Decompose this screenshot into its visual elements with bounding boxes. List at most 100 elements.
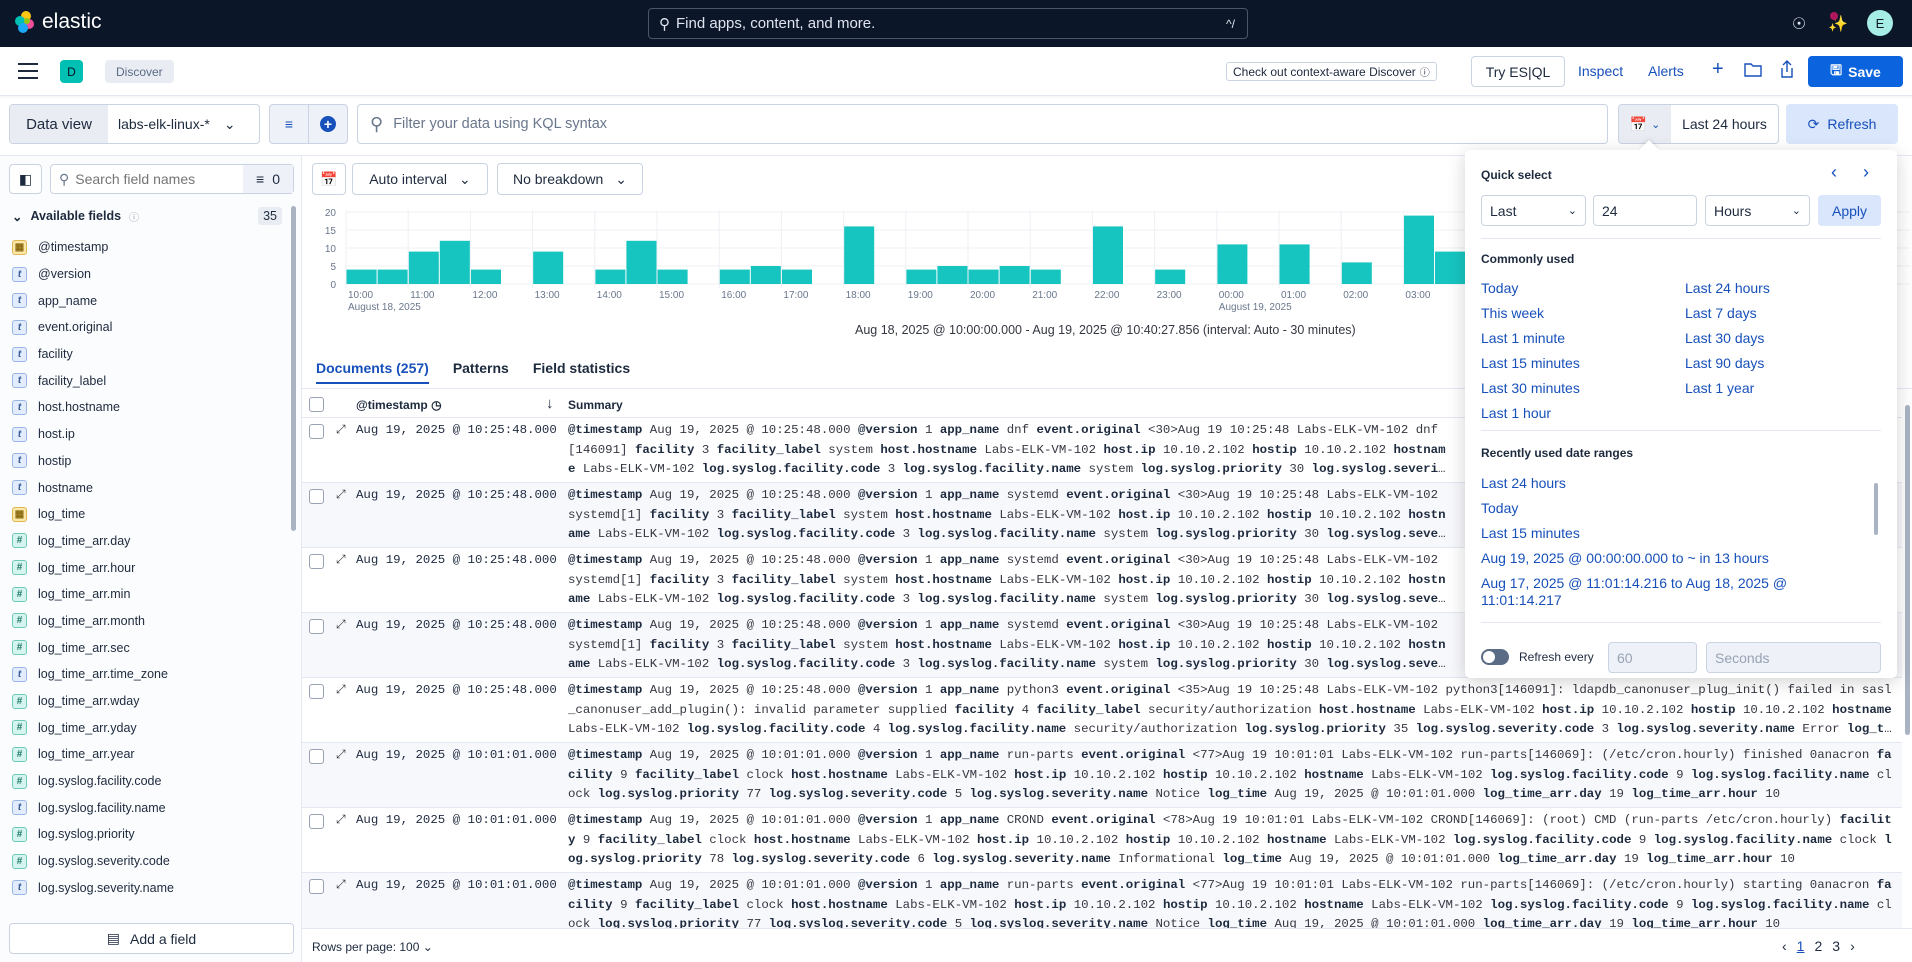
bar[interactable] bbox=[968, 269, 999, 284]
field-search[interactable]: ⚲ ≡0 bbox=[50, 164, 294, 194]
field-item[interactable]: # log_time_arr.hour bbox=[12, 554, 287, 581]
kql-search-field[interactable]: ⚲ bbox=[357, 104, 1608, 144]
expand-icon[interactable]: ⤢ bbox=[336, 812, 346, 826]
field-item[interactable]: # log.syslog.facility.code bbox=[12, 768, 287, 795]
time-range-display[interactable]: Last 24 hours bbox=[1682, 116, 1767, 132]
field-search-input[interactable] bbox=[75, 171, 226, 187]
histogram-toggle-button[interactable]: 📅 bbox=[312, 163, 346, 195]
context-aware-button[interactable]: Check out context-aware Discover ⓘ bbox=[1226, 62, 1437, 81]
bar[interactable] bbox=[1217, 244, 1248, 284]
amount-input[interactable]: 24 bbox=[1593, 195, 1697, 226]
common-range-link[interactable]: Last 30 minutes bbox=[1481, 380, 1580, 396]
column-header-summary[interactable]: Summary bbox=[568, 398, 623, 412]
field-item[interactable]: t log_time_arr.time_zone bbox=[12, 661, 287, 688]
prev-page-icon[interactable]: ‹ bbox=[1782, 938, 1787, 954]
refresh-button[interactable]: ⟳ Refresh bbox=[1786, 104, 1898, 144]
common-range-link[interactable]: Last 1 year bbox=[1685, 380, 1755, 396]
field-item[interactable]: t host.ip bbox=[12, 421, 287, 448]
field-item[interactable]: t @version bbox=[12, 261, 287, 288]
field-item[interactable]: # log_time_arr.day bbox=[12, 528, 287, 555]
previous-range-icon[interactable]: ‹ bbox=[1831, 162, 1837, 182]
table-row[interactable]: ⤢ Aug 19, 2025 @ 10:01:01.000 @timestamp A… bbox=[302, 873, 1902, 928]
expand-icon[interactable]: ⤢ bbox=[336, 682, 346, 696]
try-esql-button[interactable]: Try ES|QL bbox=[1471, 56, 1565, 87]
refresh-interval-input[interactable]: 60 bbox=[1608, 642, 1697, 673]
collapse-sidebar-button[interactable]: ◧ bbox=[9, 164, 42, 194]
bar[interactable] bbox=[1092, 226, 1123, 284]
next-range-icon[interactable]: › bbox=[1863, 162, 1869, 182]
common-range-link[interactable]: Last 1 hour bbox=[1481, 405, 1552, 421]
expand-icon[interactable]: ⤢ bbox=[336, 747, 346, 761]
bar[interactable] bbox=[750, 266, 781, 284]
recent-range-link[interactable]: Today bbox=[1481, 500, 1519, 516]
field-filter-button[interactable]: ≡ 0 bbox=[243, 165, 293, 193]
tab-documents[interactable]: Documents (257) bbox=[316, 360, 429, 384]
add-field-button[interactable]: ▤ Add a field bbox=[9, 923, 294, 954]
recent-range-link[interactable]: Last 15 minutes bbox=[1481, 525, 1580, 541]
tab-field-statistics[interactable]: Field statistics bbox=[532, 360, 631, 376]
unit-select[interactable]: Hours ⌄ bbox=[1705, 195, 1810, 226]
row-checkbox[interactable] bbox=[309, 554, 324, 569]
common-range-link[interactable]: Last 1 minute bbox=[1481, 330, 1566, 346]
bar[interactable] bbox=[1030, 269, 1061, 284]
filter-menu-icon[interactable]: ≡ bbox=[284, 116, 294, 132]
row-checkbox[interactable] bbox=[309, 879, 324, 894]
common-range-link[interactable]: Last 15 minutes bbox=[1481, 355, 1580, 371]
page-2[interactable]: 2 bbox=[1814, 938, 1823, 954]
interval-select[interactable]: Auto interval ⌄ bbox=[352, 163, 488, 195]
select-all-checkbox[interactable] bbox=[309, 397, 324, 412]
save-button[interactable]: 🖫 Save bbox=[1808, 56, 1903, 87]
sidebar-scrollbar[interactable] bbox=[291, 206, 296, 531]
recent-range-link[interactable]: Last 24 hours bbox=[1481, 475, 1566, 491]
expand-icon[interactable]: ⤢ bbox=[336, 422, 346, 436]
tense-select[interactable]: Last ⌄ bbox=[1481, 195, 1586, 226]
page-1[interactable]: 1 bbox=[1796, 938, 1805, 954]
recent-list-scrollbar[interactable] bbox=[1874, 483, 1878, 535]
common-range-link[interactable]: Last 24 hours bbox=[1685, 280, 1770, 296]
field-item[interactable]: t log.syslog.severity.name bbox=[12, 875, 287, 902]
help-icon[interactable]: ☉ bbox=[1791, 16, 1807, 33]
menu-icon[interactable] bbox=[18, 63, 38, 79]
recent-range-link[interactable]: Aug 19, 2025 @ 00:00:00.000 to ~ in 13 h… bbox=[1481, 550, 1769, 566]
bar[interactable] bbox=[999, 266, 1030, 284]
bar[interactable] bbox=[1279, 244, 1310, 284]
global-search[interactable]: ⚲ Find apps, content, and more. ^/ bbox=[648, 8, 1248, 39]
bar[interactable] bbox=[470, 269, 501, 284]
next-page-icon[interactable]: › bbox=[1850, 938, 1855, 954]
bar[interactable] bbox=[844, 226, 875, 284]
field-item[interactable]: # log.syslog.priority bbox=[12, 821, 287, 848]
field-item[interactable]: t hostip bbox=[12, 448, 287, 475]
user-avatar[interactable]: E bbox=[1867, 10, 1893, 36]
common-range-link[interactable]: Today bbox=[1481, 280, 1519, 296]
common-range-link[interactable]: Last 90 days bbox=[1685, 355, 1765, 371]
bar[interactable] bbox=[1341, 262, 1372, 284]
row-checkbox[interactable] bbox=[309, 424, 324, 439]
table-row[interactable]: ⤢ Aug 19, 2025 @ 10:01:01.000 @timestamp A… bbox=[302, 743, 1902, 808]
field-item[interactable]: # log_time_arr.year bbox=[12, 741, 287, 768]
recent-range-link[interactable]: Aug 17, 2025 @ 11:01:14.216 to Aug 18, 2… bbox=[1481, 575, 1788, 608]
field-item[interactable]: ▦ log_time bbox=[12, 501, 287, 528]
expand-icon[interactable]: ⤢ bbox=[336, 617, 346, 631]
bar[interactable] bbox=[626, 240, 657, 284]
kql-input[interactable] bbox=[393, 116, 1607, 132]
table-row[interactable]: ⤢ Aug 19, 2025 @ 10:25:48.000 @timestamp A… bbox=[302, 418, 1902, 483]
bar[interactable] bbox=[781, 269, 812, 284]
field-item[interactable]: t hostname bbox=[12, 474, 287, 501]
table-row[interactable]: ⤢ Aug 19, 2025 @ 10:01:01.000 @timestamp A… bbox=[302, 808, 1902, 873]
field-item[interactable]: ▦ @timestamp bbox=[12, 234, 287, 261]
field-item[interactable]: t event.original bbox=[12, 314, 287, 341]
share-icon[interactable] bbox=[1780, 59, 1794, 82]
field-item[interactable]: # log_time_arr.min bbox=[12, 581, 287, 608]
add-filter-button[interactable]: + bbox=[308, 105, 347, 143]
field-item[interactable]: # log_time_arr.month bbox=[12, 608, 287, 635]
table-row[interactable]: ⤢ Aug 19, 2025 @ 10:25:48.000 @timestamp A… bbox=[302, 678, 1902, 743]
expand-icon[interactable]: ⤢ bbox=[336, 877, 346, 891]
field-item[interactable]: t app_name bbox=[12, 287, 287, 314]
available-fields-header[interactable]: ⌄ Available fields ⓘ 35 bbox=[12, 206, 282, 226]
bar[interactable] bbox=[719, 269, 750, 284]
common-range-link[interactable]: Last 30 days bbox=[1685, 330, 1765, 346]
inspect-link[interactable]: Inspect bbox=[1578, 63, 1624, 79]
common-range-link[interactable]: This week bbox=[1481, 305, 1545, 321]
open-folder-icon[interactable] bbox=[1744, 61, 1762, 80]
field-item[interactable]: # log_time_arr.wday bbox=[12, 688, 287, 715]
